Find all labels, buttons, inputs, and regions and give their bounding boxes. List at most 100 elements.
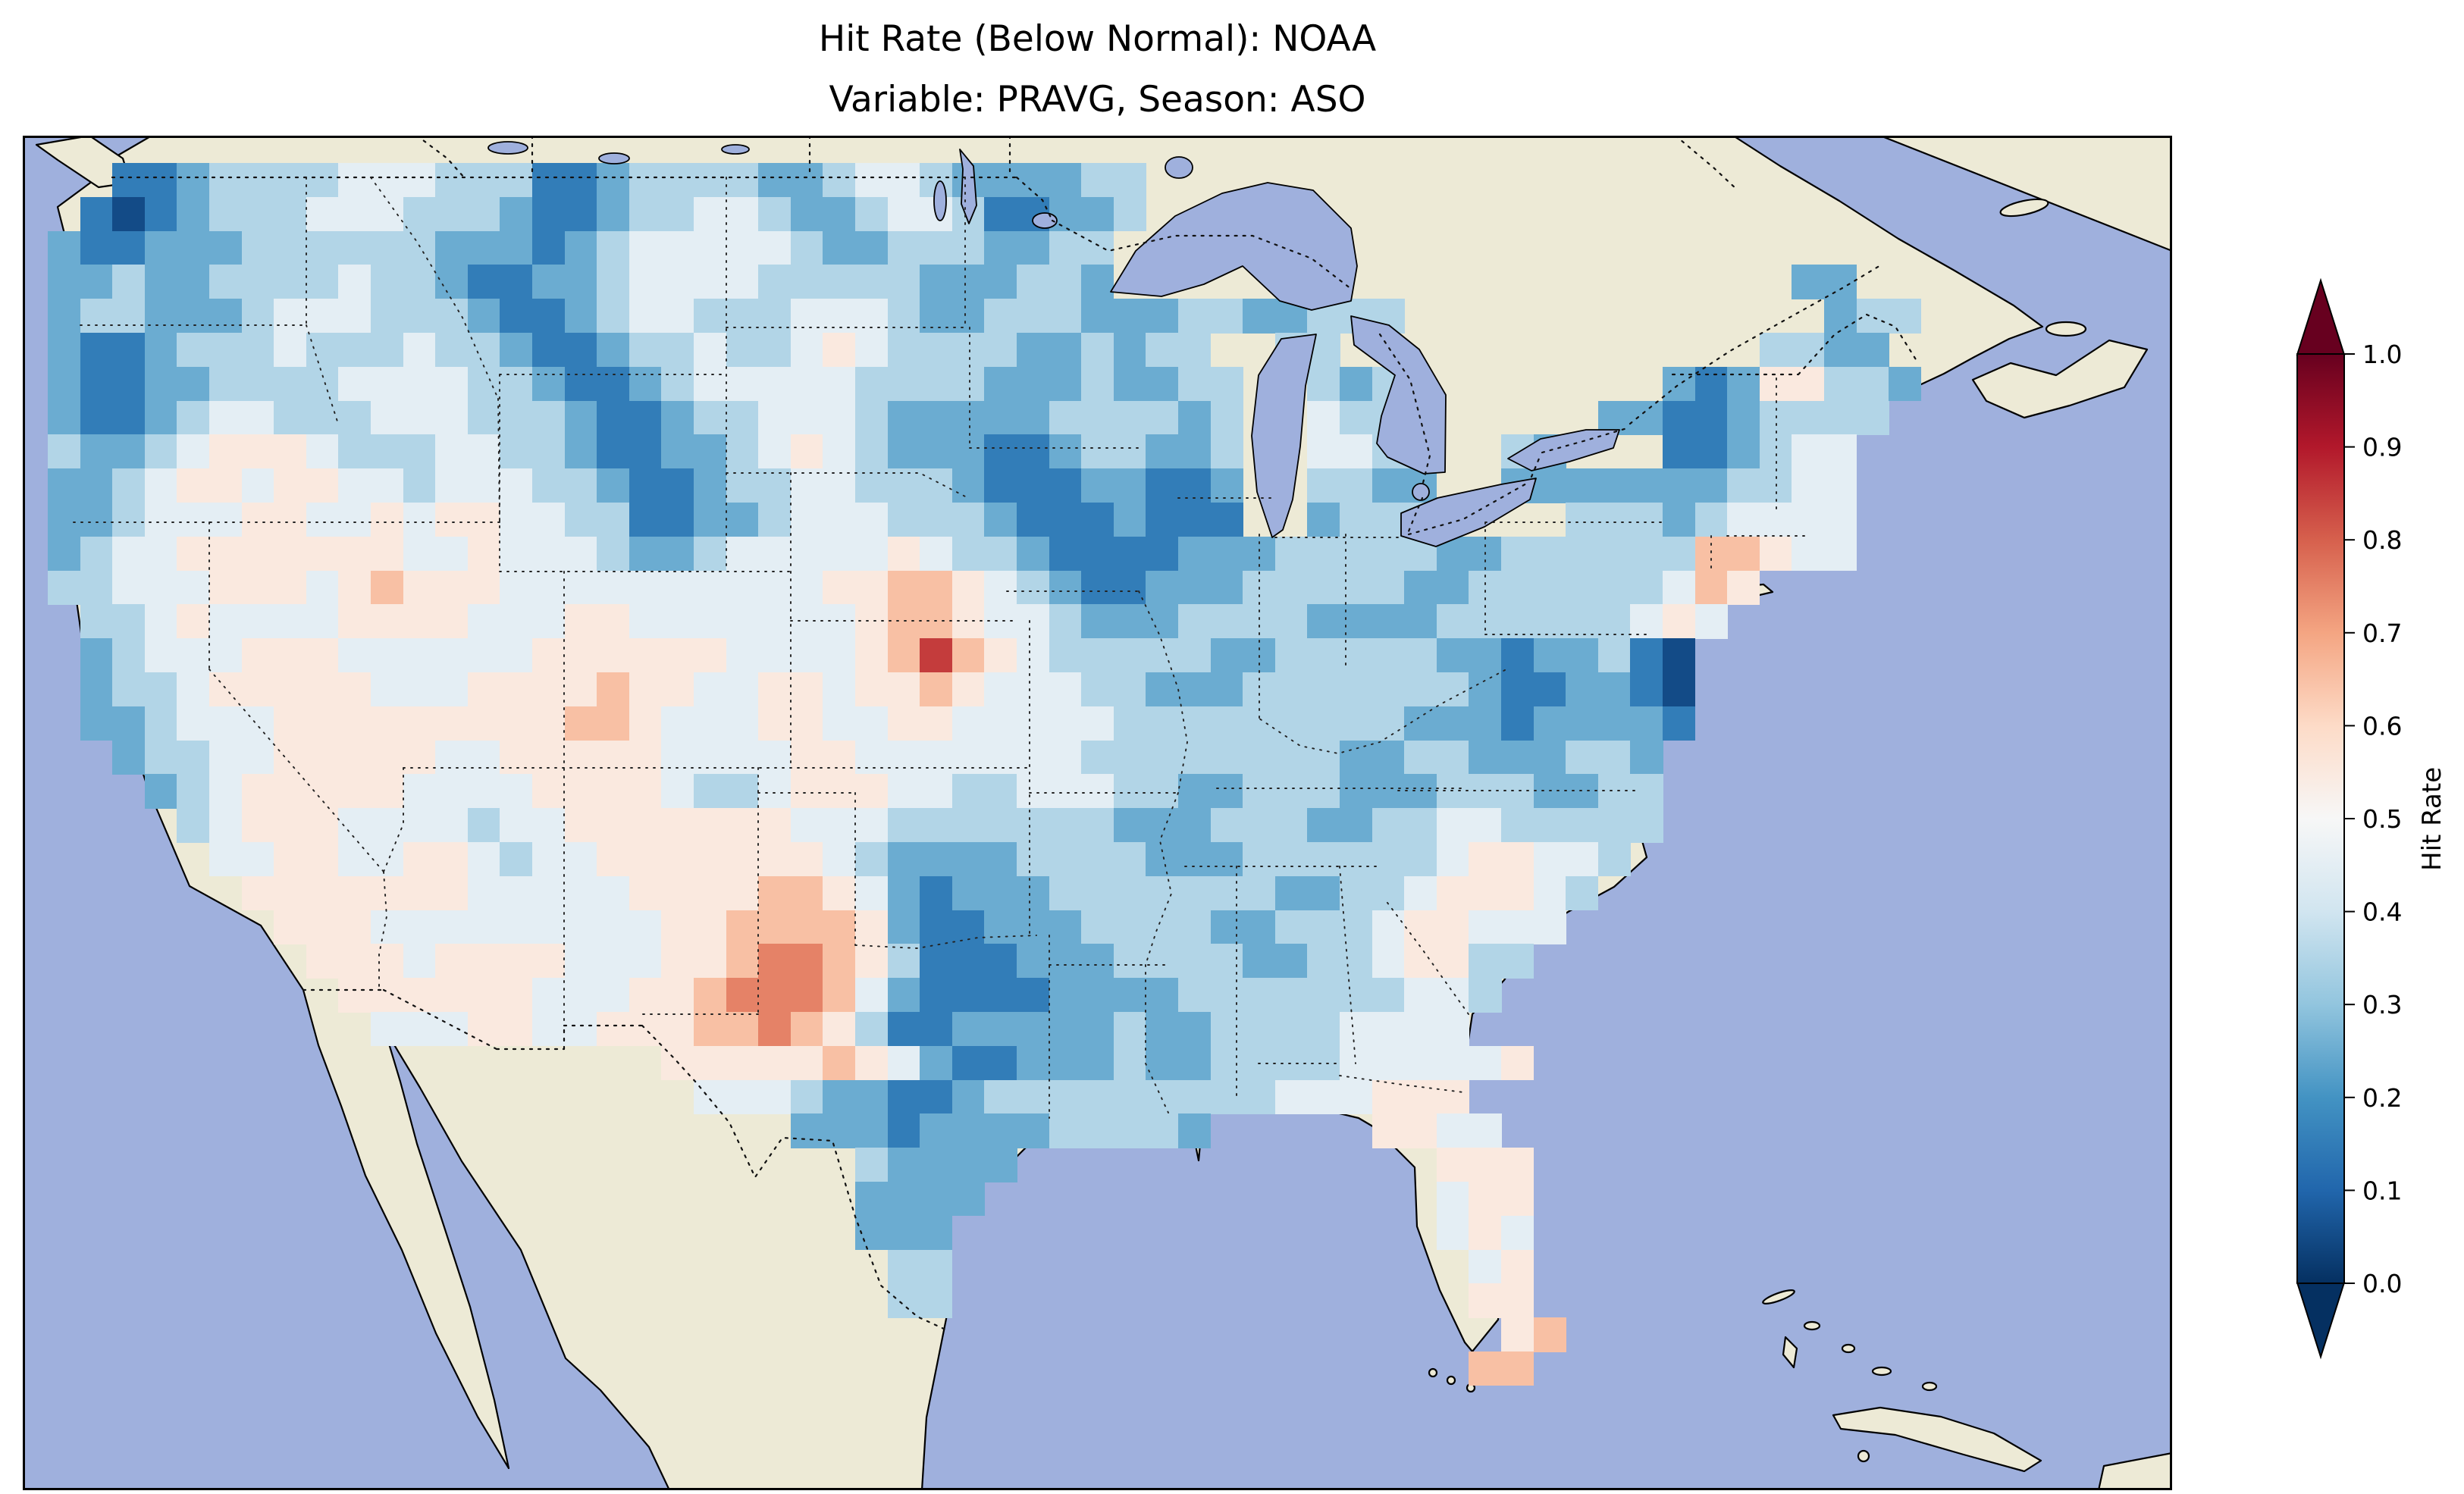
heatmap-cell — [274, 163, 307, 198]
heatmap-cell — [855, 163, 889, 198]
map-overlays — [73, 136, 1920, 1331]
heatmap-cell — [144, 163, 177, 198]
heatmap-cell — [209, 230, 243, 265]
colorbar-tick-label: 0.4 — [2362, 897, 2402, 927]
heatmap-cell — [338, 230, 371, 265]
heatmap-cell — [984, 163, 1017, 198]
heatmap-cell — [823, 196, 856, 232]
heatmap-cell — [984, 265, 1017, 299]
heatmap-cell — [726, 265, 759, 299]
heatmap-cell — [48, 265, 81, 299]
lake-huron — [1350, 315, 1447, 475]
colorbar-tick-label: 0.9 — [2362, 433, 2402, 462]
heatmap-cell — [629, 230, 662, 265]
heatmap-cell — [467, 265, 500, 299]
state-borders — [73, 177, 1807, 1119]
heatmap-cell — [306, 163, 339, 198]
lake-ontario — [1507, 429, 1620, 471]
bahamas-island — [1871, 1366, 1892, 1377]
heatmap-cell — [887, 265, 920, 299]
nova-scotia — [1971, 339, 2149, 419]
chart-header: Hit Rate (Below Normal): NOAA Variable: … — [23, 9, 2172, 130]
heatmap-cell — [887, 230, 920, 265]
colorbar-tick-label: 0.8 — [2362, 525, 2402, 555]
heatmap-cell — [435, 196, 469, 232]
heatmap-cell — [1017, 265, 1050, 299]
heatmap-cell — [338, 265, 371, 299]
heatmap-cell — [144, 196, 177, 232]
heatmap-cell — [1017, 230, 1050, 265]
heatmap-cell — [209, 196, 243, 232]
heatmap-cell — [790, 196, 823, 232]
heatmap-cell — [951, 230, 985, 265]
colorbar-tick-label: 0.6 — [2362, 711, 2402, 741]
heatmap-cell — [790, 265, 823, 299]
heatmap-cell — [597, 196, 630, 232]
heatmap-cell — [48, 230, 81, 265]
heatmap-cell — [887, 163, 920, 198]
heatmap-cell — [209, 265, 243, 299]
heatmap-cell — [1113, 196, 1146, 232]
heatmap-cell — [564, 230, 597, 265]
colorbar-ticks: 1.0 0.9 0.8 0.7 0.6 0.5 0.4 0.3 0.2 0.1 0.0 — [2344, 340, 2402, 1298]
heatmap-cell — [306, 230, 339, 265]
heatmap-cell — [564, 196, 597, 232]
heatmap-cell — [984, 230, 1017, 265]
quebec-north-shore — [1879, 136, 2172, 252]
heatmap-cell — [790, 163, 823, 198]
heatmap-cell — [371, 230, 404, 265]
us-mexico-border — [302, 988, 947, 1331]
heatmap-cell — [1081, 230, 1114, 265]
bahamas-island — [1762, 1289, 1795, 1305]
heatmap-cell — [112, 163, 146, 198]
heatmap-cell — [1049, 265, 1082, 299]
colorbar-gradient — [2296, 353, 2345, 1284]
heatmap-cell — [500, 163, 533, 198]
heatmap-cell — [435, 265, 469, 299]
chart-title: Hit Rate (Below Normal): NOAA — [818, 18, 1377, 60]
hispaniola-corner — [2097, 1452, 2172, 1490]
heatmap-cell — [371, 265, 404, 299]
heatmap-cell — [597, 265, 630, 299]
heatmap-cell — [661, 265, 694, 299]
heatmap-cell — [758, 265, 792, 299]
heatmap-cell — [597, 230, 630, 265]
heatmap-cell — [112, 230, 146, 265]
heatmap-cell — [855, 230, 889, 265]
heatmap-cell — [564, 265, 597, 299]
heatmap-cell — [112, 299, 146, 334]
florida-keys-island — [1446, 1375, 1456, 1386]
heatmap-cell — [1081, 163, 1114, 198]
heatmap-cell — [694, 163, 727, 198]
colorbar-tick-label: 0.2 — [2362, 1083, 2402, 1113]
heatmap-cell — [177, 163, 210, 198]
cuba — [1832, 1406, 2042, 1473]
heatmap-cell — [500, 265, 533, 299]
heatmap-cell — [758, 230, 792, 265]
heatmap-cell — [435, 163, 469, 198]
heatmap-cell — [1017, 163, 1050, 198]
prince-edward-island — [2045, 321, 2087, 337]
heatmap-cell — [371, 163, 404, 198]
heatmap-cell — [532, 196, 566, 232]
florida-keys-island — [1428, 1367, 1438, 1378]
heatmap-cell — [112, 265, 146, 299]
heatmap-cell — [1824, 265, 1857, 299]
heatmap-cell — [241, 265, 274, 299]
heatmap-cell — [694, 196, 727, 232]
heatmap-cell — [661, 163, 694, 198]
lake-st-clair — [1412, 483, 1430, 501]
map-axes — [23, 136, 2172, 1490]
heatmap-cell — [241, 230, 274, 265]
heatmap-cell — [790, 230, 823, 265]
colorbar-tick-label: 0.7 — [2362, 619, 2402, 648]
heatmap-cell — [403, 265, 436, 299]
colorbar-tick-label: 0.1 — [2362, 1176, 2402, 1205]
heatmap-cell — [435, 230, 469, 265]
bahamas-island — [1921, 1381, 1938, 1392]
heatmap-cell — [984, 196, 1017, 232]
heatmap-cell — [467, 163, 500, 198]
lake-manitoba — [933, 180, 947, 221]
colorbar-label: Hit Rate — [2417, 766, 2447, 871]
heatmap-cell — [920, 265, 953, 299]
